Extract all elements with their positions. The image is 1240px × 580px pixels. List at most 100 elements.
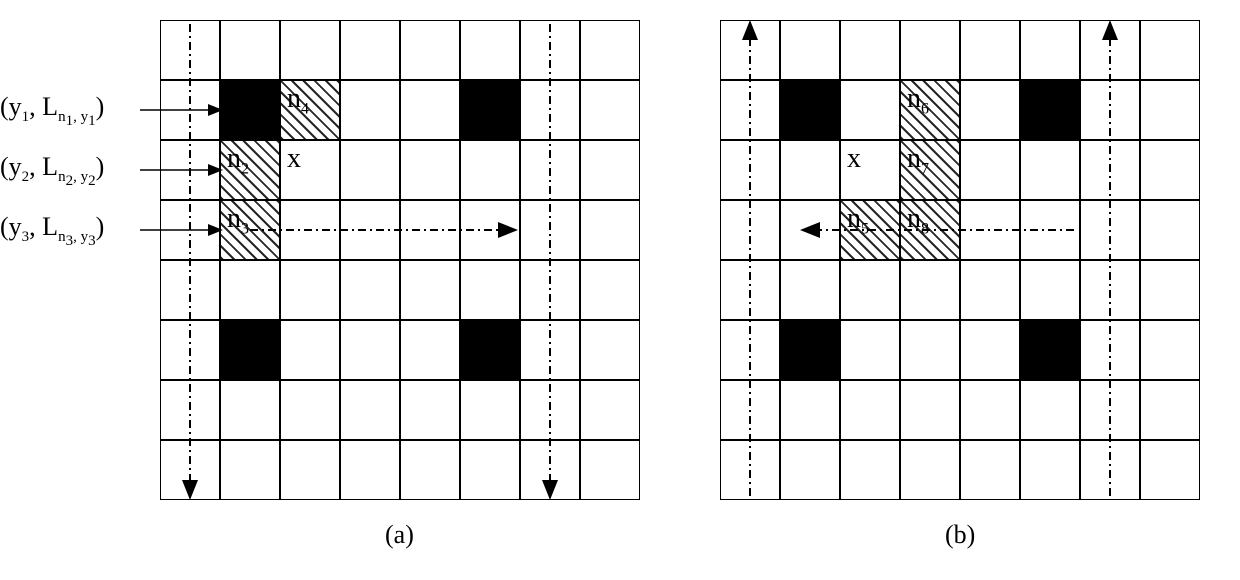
grid-cell — [400, 20, 460, 80]
grid-cell — [460, 320, 520, 380]
grid-cell — [160, 380, 220, 440]
grid-cell — [960, 320, 1020, 380]
grid-cell: n7 — [900, 140, 960, 200]
grid-cell — [400, 380, 460, 440]
grid-cell: n2 — [220, 140, 280, 200]
grid-cell — [280, 200, 340, 260]
grid-cell — [520, 20, 580, 80]
grid-cell: x — [840, 140, 900, 200]
grid-cell — [520, 320, 580, 380]
grid-cell — [340, 80, 400, 140]
grid-cell — [960, 140, 1020, 200]
grid-cell — [400, 440, 460, 500]
grid-cell: n3 — [220, 200, 280, 260]
cell-label: n5 — [847, 203, 869, 239]
grid-cell — [840, 320, 900, 380]
grid-cell — [460, 380, 520, 440]
grid-cell — [580, 440, 640, 500]
grid-cell — [580, 320, 640, 380]
grid-cell — [340, 260, 400, 320]
grid-cell — [1140, 200, 1200, 260]
grid-cell — [1080, 320, 1140, 380]
panel-a-grid: n4 n2 x n3 — [160, 20, 640, 500]
grid-cell — [1080, 380, 1140, 440]
grid-cell — [1140, 140, 1200, 200]
row-label: (y3, Ln3, y3) — [0, 212, 150, 250]
grid-cell — [280, 260, 340, 320]
grid-cell — [400, 80, 460, 140]
grid-cell — [960, 20, 1020, 80]
grid-cell — [520, 380, 580, 440]
grid-cell — [1080, 260, 1140, 320]
grid-cell — [900, 320, 960, 380]
grid-cell — [720, 320, 780, 380]
grid-cell — [280, 320, 340, 380]
grid-cell — [280, 440, 340, 500]
grid-cell — [400, 200, 460, 260]
grid-cell — [960, 440, 1020, 500]
grid-cell: n8 — [900, 200, 960, 260]
grid-cell — [160, 260, 220, 320]
grid-cell — [1020, 20, 1080, 80]
cell-label: x — [287, 143, 301, 175]
grid-cell — [1140, 260, 1200, 320]
grid-cell — [1020, 260, 1080, 320]
panel-b-grid: n6xn7n5n8 — [720, 20, 1200, 500]
grid-cell — [840, 380, 900, 440]
grid-cell — [1020, 380, 1080, 440]
grid-cell — [340, 380, 400, 440]
grid-cell — [780, 320, 840, 380]
grid-cell — [400, 140, 460, 200]
grid-cell — [160, 80, 220, 140]
grid-cell — [460, 140, 520, 200]
cell-label: n3 — [227, 203, 249, 239]
grid-cell — [780, 440, 840, 500]
grid-cell — [460, 80, 520, 140]
grid-cell — [460, 200, 520, 260]
grid-cell — [580, 260, 640, 320]
grid-cell — [340, 200, 400, 260]
grid-cell — [580, 80, 640, 140]
grid-cell — [580, 380, 640, 440]
grid-cell — [580, 20, 640, 80]
grid-cell — [1080, 140, 1140, 200]
grid-cell — [1140, 380, 1200, 440]
grid-cell — [720, 260, 780, 320]
grid-cell — [720, 200, 780, 260]
grid-cell: n5 — [840, 200, 900, 260]
grid-cell — [520, 200, 580, 260]
grid-cell — [220, 260, 280, 320]
grid-cell — [1020, 140, 1080, 200]
grid-cell — [1140, 320, 1200, 380]
grid-cell — [280, 20, 340, 80]
grid-cell — [780, 260, 840, 320]
cell-label: n7 — [907, 143, 929, 179]
grid-cell — [460, 440, 520, 500]
grid-cell: n4 — [280, 80, 340, 140]
cell-label: x — [847, 143, 861, 175]
grid-cell — [460, 20, 520, 80]
grid-cell — [1080, 20, 1140, 80]
grid-cell — [720, 80, 780, 140]
grid-cell — [340, 140, 400, 200]
grid-cell — [1080, 440, 1140, 500]
row-label: (y2, Ln2, y2) — [0, 152, 150, 190]
grid-cell — [1020, 440, 1080, 500]
grid-cell — [1140, 440, 1200, 500]
grid-cell — [580, 200, 640, 260]
grid-cell — [160, 320, 220, 380]
cell-label: n2 — [227, 143, 249, 179]
grid-cell — [720, 140, 780, 200]
grid-cell — [780, 200, 840, 260]
grid-cell — [400, 260, 460, 320]
grid-cell — [900, 260, 960, 320]
cell-label: n8 — [907, 203, 929, 239]
grid-cell — [460, 260, 520, 320]
grid-cell — [220, 320, 280, 380]
grid-cell — [400, 320, 460, 380]
grid-cell — [840, 80, 900, 140]
grid-cell — [340, 440, 400, 500]
grid-cell — [1080, 200, 1140, 260]
grid-cell — [960, 80, 1020, 140]
grid-cell — [720, 380, 780, 440]
